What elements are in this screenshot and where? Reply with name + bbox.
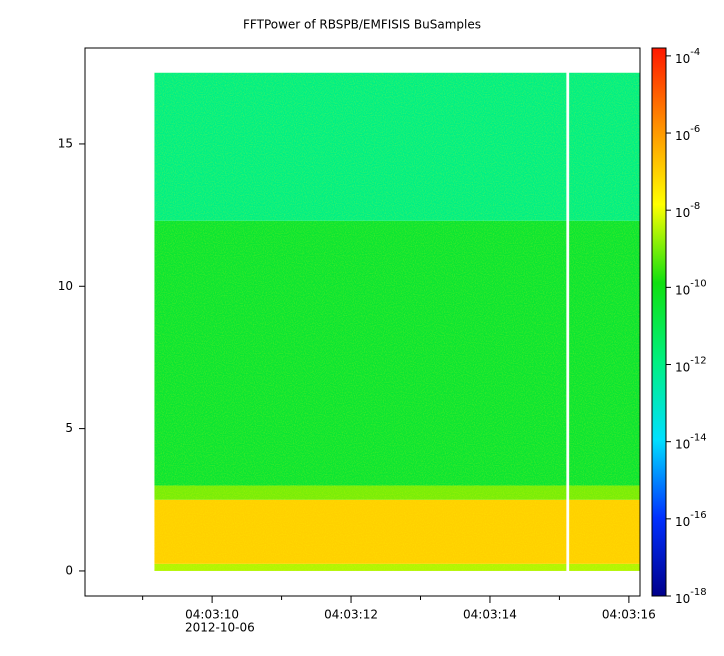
tick-exponent: -12 [690,356,706,367]
tick-base: 10 [675,129,690,143]
tick-base: 10 [675,283,690,297]
noise-texture [154,485,567,500]
colorbar-tick-label: 10-16 [675,510,707,529]
tick-base: 10 [675,51,690,65]
tick-base: 10 [675,592,690,606]
x-tick-label: 04:03:16 [602,608,656,622]
tick-exponent: -14 [690,433,706,444]
tick-base: 10 [675,360,690,374]
noise-texture [569,485,640,500]
noise-texture [154,563,567,571]
y-tick-label: 10 [58,279,73,293]
y-tick-label: 0 [65,563,73,577]
colorbar-tick-label: 10-12 [675,356,707,375]
colorbar-tick-label: 10-6 [675,124,700,143]
noise-texture [569,499,640,564]
noise-texture [154,499,567,564]
colorbar-tick-label: 10-8 [675,201,700,220]
colorbar-tick-label: 10-10 [675,278,707,297]
x-tick-label: 04:03:12 [324,608,378,622]
tick-exponent: -10 [690,278,706,289]
tick-exponent: -4 [690,47,700,58]
colorbar-tick-label: 10-18 [675,587,707,606]
tick-exponent: -6 [690,124,700,135]
chart-title: FFTPower of RBSPB/EMFISIS BuSamples [243,18,481,32]
colorbar-tick-label: 10-14 [675,433,707,452]
tick-exponent: -16 [690,510,706,521]
y-tick-label: 15 [58,136,73,150]
colorbar-scale [651,47,667,597]
noise-texture [569,72,640,221]
x-tick-label: 04:03:10 [185,608,239,622]
tick-base: 10 [675,206,690,220]
tick-exponent: -8 [690,201,700,212]
colorbar-tick-label: 10-4 [675,47,700,66]
noise-texture [569,563,640,571]
tick-base: 10 [675,514,690,528]
spectrogram [154,72,640,571]
date-label: 2012-10-06 [185,621,255,635]
noise-texture [154,220,567,486]
tick-base: 10 [675,437,690,451]
plot-frame [84,47,641,597]
noise-texture [569,220,640,486]
tick-exponent: -18 [690,587,706,598]
y-tick-label: 5 [65,421,73,435]
x-tick-label: 04:03:14 [463,608,517,622]
noise-texture [154,72,567,221]
